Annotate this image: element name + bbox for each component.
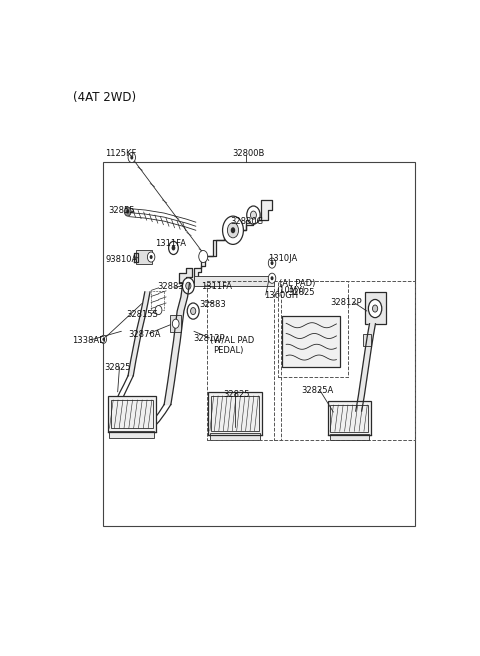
Bar xyxy=(328,401,371,436)
Text: (AL PAD): (AL PAD) xyxy=(279,279,316,288)
Text: 1310JA: 1310JA xyxy=(268,253,298,262)
Text: 32825: 32825 xyxy=(224,390,250,399)
Bar xyxy=(109,431,154,438)
Circle shape xyxy=(199,251,208,262)
Circle shape xyxy=(155,306,162,315)
Circle shape xyxy=(271,276,274,280)
Polygon shape xyxy=(194,200,272,282)
Circle shape xyxy=(186,282,191,289)
Circle shape xyxy=(228,222,239,238)
Circle shape xyxy=(251,211,256,219)
Bar xyxy=(208,392,262,435)
Circle shape xyxy=(124,207,131,216)
Text: PEDAL): PEDAL) xyxy=(213,346,244,355)
Bar xyxy=(108,396,156,432)
Text: 1125KF: 1125KF xyxy=(106,149,137,158)
Circle shape xyxy=(368,299,382,318)
Bar xyxy=(151,291,164,310)
Bar xyxy=(170,315,181,333)
Bar xyxy=(365,293,385,323)
Circle shape xyxy=(191,308,196,315)
Text: (W/AL PAD: (W/AL PAD xyxy=(210,336,254,345)
Text: (10MY): (10MY) xyxy=(276,287,306,295)
Polygon shape xyxy=(356,323,375,411)
Bar xyxy=(277,281,348,377)
Circle shape xyxy=(100,335,107,343)
Text: 32876A: 32876A xyxy=(128,330,161,338)
Circle shape xyxy=(130,155,133,159)
Text: 32800B: 32800B xyxy=(232,149,264,158)
Bar xyxy=(194,276,274,286)
Circle shape xyxy=(182,277,194,294)
Circle shape xyxy=(247,206,260,224)
Text: 32825: 32825 xyxy=(289,288,315,297)
Bar xyxy=(207,281,281,440)
Circle shape xyxy=(168,241,178,255)
Bar xyxy=(136,250,152,264)
Text: 1311FA: 1311FA xyxy=(155,239,186,248)
Circle shape xyxy=(271,261,274,265)
Bar xyxy=(282,316,340,367)
Circle shape xyxy=(372,305,378,312)
Circle shape xyxy=(268,258,276,268)
Text: (4AT 2WD): (4AT 2WD) xyxy=(73,91,136,104)
Circle shape xyxy=(187,303,199,319)
Polygon shape xyxy=(164,283,190,405)
Circle shape xyxy=(102,338,105,341)
Polygon shape xyxy=(128,292,150,376)
Bar xyxy=(103,162,415,525)
Text: 1338AD: 1338AD xyxy=(72,337,106,345)
Text: 32855: 32855 xyxy=(108,205,135,215)
Text: 32825A: 32825A xyxy=(301,386,333,395)
Circle shape xyxy=(126,209,129,214)
Text: 32815S: 32815S xyxy=(126,310,158,319)
Bar xyxy=(274,281,415,440)
Bar xyxy=(330,405,368,432)
Circle shape xyxy=(171,245,175,251)
Text: 32825: 32825 xyxy=(105,363,131,372)
Circle shape xyxy=(172,319,179,328)
Circle shape xyxy=(150,255,153,259)
Circle shape xyxy=(223,216,243,245)
Circle shape xyxy=(268,273,276,283)
Circle shape xyxy=(231,227,235,234)
Circle shape xyxy=(128,152,135,163)
Text: 93810A: 93810A xyxy=(106,255,138,264)
Text: 32883: 32883 xyxy=(200,300,226,308)
Polygon shape xyxy=(134,253,138,262)
Text: 32812P: 32812P xyxy=(330,298,362,307)
Text: 1360GH: 1360GH xyxy=(264,291,298,300)
Bar xyxy=(210,434,260,440)
Polygon shape xyxy=(179,268,192,283)
Text: 32883: 32883 xyxy=(157,282,184,291)
Text: 1311FA: 1311FA xyxy=(202,282,232,291)
Bar xyxy=(330,434,369,440)
Circle shape xyxy=(147,252,155,262)
Bar xyxy=(363,334,372,346)
Text: 32812P: 32812P xyxy=(193,335,225,343)
Bar xyxy=(110,400,153,428)
Bar xyxy=(211,396,259,431)
Text: 32830G: 32830G xyxy=(230,216,263,226)
